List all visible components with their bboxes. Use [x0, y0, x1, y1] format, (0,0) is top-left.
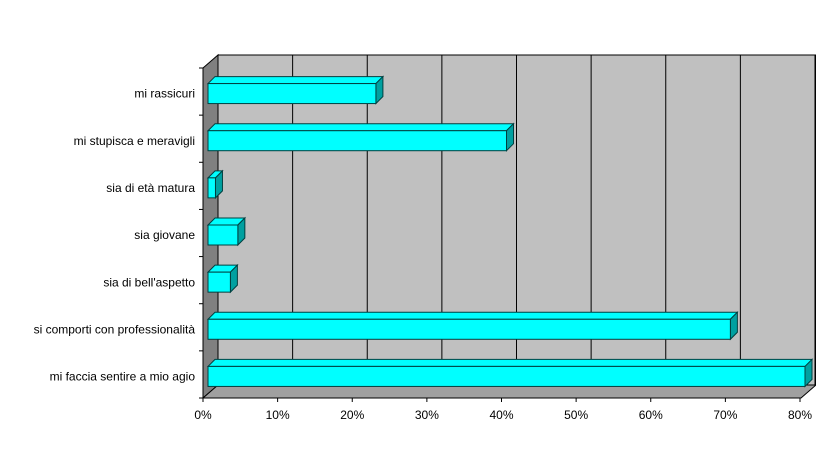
floor [201, 384, 816, 399]
bar [206, 263, 239, 294]
bar-top [206, 76, 385, 85]
x-tick-label: 10% [266, 408, 290, 422]
x-tick-label: 50% [564, 408, 588, 422]
bar [206, 122, 515, 152]
x-tick-label: 20% [340, 408, 364, 422]
x-tick-label: 40% [489, 408, 513, 422]
bar [206, 358, 814, 388]
x-tick-label: 30% [415, 408, 439, 422]
bar-front [207, 271, 231, 293]
x-tick-label: 0% [194, 408, 212, 422]
y-tick-label: mi stupisca e meravigli [74, 134, 195, 148]
bar-front [207, 177, 216, 199]
x-tick-label: 80% [788, 408, 812, 422]
y-tick-label: si comporti con professionalità [34, 322, 196, 336]
bar-front [207, 83, 377, 105]
y-tick-label: sia giovane [134, 228, 195, 242]
bar-front [207, 130, 507, 152]
y-tick-label: sia di età matura [106, 181, 195, 195]
bar [206, 75, 385, 105]
bar-top [206, 123, 515, 132]
bar [206, 216, 247, 247]
bar [206, 169, 224, 200]
y-tick-label: mi faccia sentire a mio agio [50, 370, 196, 384]
y-tick-label: sia di bell'aspetto [103, 275, 195, 289]
bar-top [206, 311, 739, 320]
y-tick-label: mi rassicuri [134, 87, 195, 101]
x-tick-label: 70% [713, 408, 737, 422]
bar [206, 311, 739, 341]
bar-top [206, 358, 814, 367]
bar-front [207, 365, 806, 387]
x-tick-label: 60% [639, 408, 663, 422]
bar-front [207, 318, 731, 340]
bar-front [207, 224, 239, 246]
